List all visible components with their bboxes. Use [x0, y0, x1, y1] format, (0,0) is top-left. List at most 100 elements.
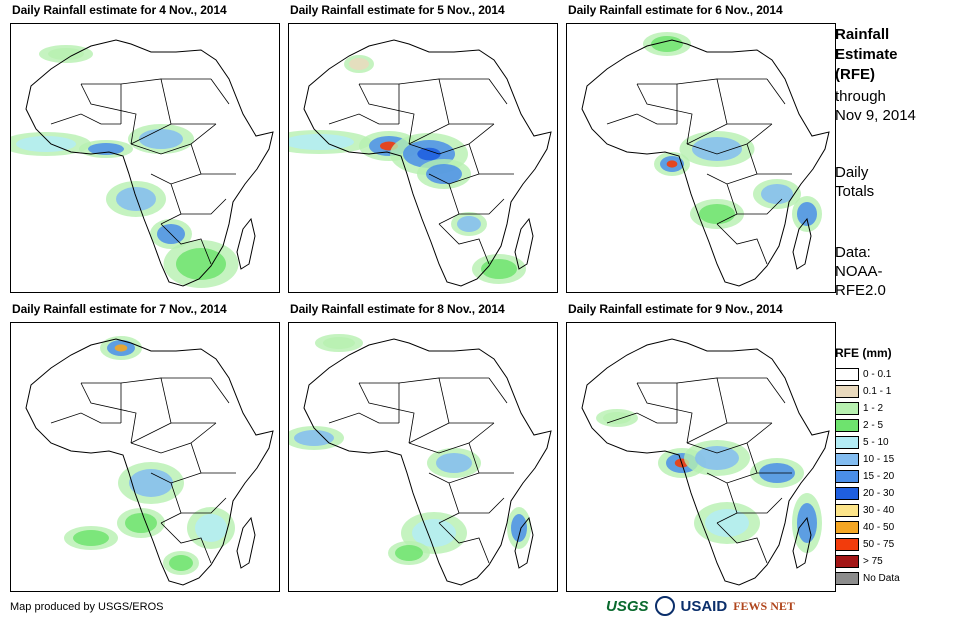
legend-label: 10 - 15 — [863, 454, 895, 465]
legend-item: 0 - 0.1 — [835, 366, 900, 383]
country-border — [706, 442, 758, 484]
country-border — [358, 382, 415, 444]
rain-core — [666, 160, 678, 168]
usaid-seal-icon — [654, 596, 675, 616]
through-value: Nov 9, 2014 — [835, 107, 916, 124]
country-border — [358, 83, 415, 145]
rain-area — [323, 337, 355, 349]
rain-area — [195, 514, 227, 542]
country-border — [676, 78, 728, 145]
legend-item: 15 - 20 — [835, 468, 900, 485]
map-panel-nov4: Daily Rainfall estimate for 4 Nov., 2014 — [10, 3, 280, 293]
country-border — [120, 78, 172, 145]
country-border — [210, 377, 230, 404]
data-source-line: RFE2.0 — [835, 282, 886, 299]
legend-swatch — [835, 504, 859, 517]
through-date: through Nov 9, 2014 — [835, 87, 916, 125]
madagascar-outline — [792, 217, 812, 270]
africa-coastline — [581, 39, 830, 287]
rain-area — [125, 513, 157, 533]
country-border — [359, 382, 400, 423]
legend-item: 5 - 10 — [835, 434, 900, 451]
rain-area — [48, 48, 84, 60]
data-source: Data: NOAA- RFE2.0 — [835, 243, 886, 300]
rainfall-map — [288, 322, 558, 592]
rain-area — [395, 545, 423, 561]
rain-area — [176, 248, 226, 280]
legend-swatch — [835, 419, 859, 432]
legend-swatch — [835, 538, 859, 551]
rainfall-map — [10, 322, 280, 592]
rain-area — [349, 58, 369, 70]
legend-swatch — [835, 487, 859, 500]
rainfall-map — [566, 322, 836, 592]
madagascar-outline — [514, 217, 534, 270]
legend-item: 50 - 75 — [835, 536, 900, 553]
rainfall-map — [288, 23, 558, 293]
country-border — [80, 83, 137, 145]
country-border — [716, 522, 768, 564]
legend-label: > 75 — [863, 556, 883, 567]
africa-coastline — [581, 338, 830, 586]
fews-net-logo: FEWS NET — [733, 598, 795, 613]
country-border — [398, 78, 450, 145]
country-border — [459, 198, 505, 215]
panel-title: Daily Rainfall estimate for 9 Nov., 2014 — [568, 302, 783, 316]
africa-coastline — [25, 338, 274, 586]
country-border — [737, 198, 783, 215]
rain-area — [699, 204, 735, 224]
rain-area — [73, 530, 109, 546]
legend-label: 5 - 10 — [863, 437, 889, 448]
data-source-line: Data: — [835, 244, 871, 261]
rain-area — [294, 430, 334, 446]
country-border — [606, 113, 677, 125]
country-border — [120, 377, 172, 444]
country-border — [459, 497, 505, 514]
country-border — [686, 123, 773, 155]
through-label: through — [835, 88, 886, 105]
country-border — [150, 143, 202, 185]
map-panel-nov8: Daily Rainfall estimate for 8 Nov., 2014 — [288, 302, 558, 592]
madagascar-outline — [236, 217, 256, 270]
legend-label: 50 - 75 — [863, 539, 895, 550]
country-border — [181, 497, 227, 514]
country-border — [637, 83, 678, 124]
africa-map-svg — [289, 334, 552, 586]
country-border — [636, 382, 693, 444]
country-border — [130, 123, 217, 155]
legend-swatch — [835, 521, 859, 534]
country-border — [50, 412, 121, 424]
panel-title: Daily Rainfall estimate for 7 Nov., 2014 — [12, 302, 227, 316]
africa-coastline — [25, 39, 274, 287]
legend-swatch — [835, 385, 859, 398]
legend-label: 1 - 2 — [863, 403, 884, 414]
rain-area — [511, 514, 527, 542]
africa-coastline — [303, 338, 552, 586]
rain-area — [692, 137, 742, 161]
legend-item: 2 - 5 — [835, 417, 900, 434]
legend-swatch — [835, 453, 859, 466]
country-border — [676, 377, 728, 444]
map-panel-nov6: Daily Rainfall estimate for 6 Nov., 2014 — [566, 3, 836, 293]
country-border — [81, 382, 122, 423]
panel-title: Daily Rainfall estimate for 5 Nov., 2014 — [290, 3, 505, 17]
legend-swatch — [835, 470, 859, 483]
country-border — [737, 497, 783, 514]
country-border — [150, 442, 202, 484]
legend: 0 - 0.1 0.1 - 1 1 - 2 2 - 5 5 - 10 10 - 15 15 … — [835, 366, 900, 587]
rain-core — [417, 147, 441, 161]
country-border — [428, 442, 480, 484]
country-border — [181, 198, 227, 215]
product-title-line: Estimate — [835, 46, 898, 63]
country-border — [80, 382, 137, 444]
product-title-line: (RFE) — [835, 66, 875, 83]
rain-area — [797, 202, 817, 226]
map-panel-nov5: Daily Rainfall estimate for 5 Nov., 2014 — [288, 3, 558, 293]
country-border — [488, 377, 508, 404]
legend-label: No Data — [863, 573, 900, 584]
country-border — [606, 412, 677, 424]
legend-item: > 75 — [835, 553, 900, 570]
rain-core — [114, 344, 128, 352]
rain-area — [797, 503, 817, 543]
country-border — [636, 83, 693, 145]
